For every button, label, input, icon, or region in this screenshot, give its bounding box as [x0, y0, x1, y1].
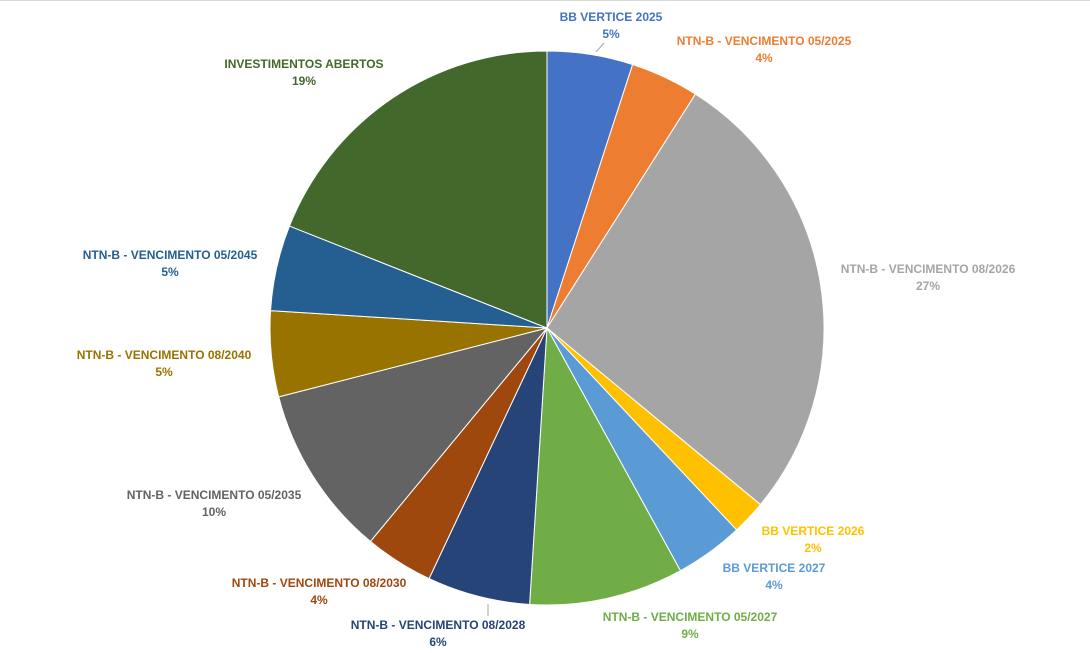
slice-value-label: 5%	[155, 365, 173, 379]
slice-label: NTN-B - VENCIMENTO 08/2026	[841, 262, 1016, 276]
slice-value-label: 19%	[292, 74, 316, 88]
slice-label: NTN-B - VENCIMENTO 05/2035	[127, 488, 302, 502]
slice-value-label: 27%	[916, 279, 940, 293]
slice-value-label: 5%	[602, 27, 620, 41]
slice-label: NTN-B - VENCIMENTO 05/2045	[83, 248, 258, 262]
slice-value-label: 4%	[765, 578, 783, 592]
slice-label: BB VERTICE 2025	[560, 10, 663, 24]
slice-label: NTN-B - VENCIMENTO 05/2027	[603, 610, 778, 624]
pie-slice	[278, 327, 549, 543]
slice-label: BB VERTICE 2027	[723, 561, 826, 575]
slice-value-label: 4%	[310, 593, 328, 607]
pie-slice	[288, 50, 548, 329]
slice-label: NTN-B - VENCIMENTO 08/2030	[232, 576, 407, 590]
leader-line	[595, 42, 605, 53]
slice-label: INVESTIMENTOS ABERTOS	[224, 57, 383, 71]
slice-label: NTN-B - VENCIMENTO 08/2028	[351, 618, 526, 632]
slice-label: NTN-B - VENCIMENTO 05/2025	[677, 34, 852, 48]
slice-label: BB VERTICE 2026	[762, 524, 865, 538]
slice-value-label: 2%	[804, 541, 822, 555]
slice-label: NTN-B - VENCIMENTO 08/2040	[77, 348, 252, 362]
slice-value-label: 6%	[429, 635, 447, 649]
slice-value-label: 4%	[755, 51, 773, 65]
pie-slice	[529, 326, 682, 606]
slice-value-label: 9%	[681, 627, 699, 641]
pie-slice	[546, 93, 825, 506]
slice-value-label: 5%	[161, 265, 179, 279]
slice-value-label: 10%	[202, 505, 226, 519]
